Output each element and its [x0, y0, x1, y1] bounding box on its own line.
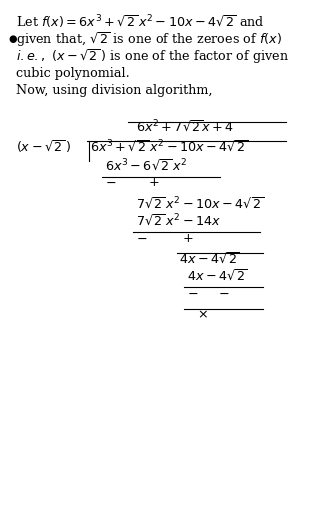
Text: Now, using division algorithm,: Now, using division algorithm,	[16, 84, 212, 97]
Text: given that, $\sqrt{2}$ is one of the zeroes of $f(x)$: given that, $\sqrt{2}$ is one of the zer…	[16, 30, 282, 49]
Text: $6x^3 - 6\sqrt{2}\,x^2$: $6x^3 - 6\sqrt{2}\,x^2$	[105, 158, 187, 174]
Text: $7\sqrt{2}\,x^2 - 10x - 4\sqrt{2}$: $7\sqrt{2}\,x^2 - 10x - 4\sqrt{2}$	[136, 196, 265, 211]
Text: $4x - 4\sqrt{2}$: $4x - 4\sqrt{2}$	[179, 252, 240, 267]
Text: $-$: $-$	[186, 287, 198, 300]
Text: $+$: $+$	[148, 176, 159, 189]
Text: $-$: $-$	[136, 231, 148, 245]
Text: $7\sqrt{2}\,x^2 - 14x$: $7\sqrt{2}\,x^2 - 14x$	[136, 214, 222, 229]
Text: $-$: $-$	[218, 287, 230, 300]
Text: $(x - \sqrt{2}\,)$: $(x - \sqrt{2}\,)$	[16, 139, 71, 155]
Text: $i.e.,$ $(x - \sqrt{2}\,)$ is one of the factor of given: $i.e.,$ $(x - \sqrt{2}\,)$ is one of the…	[16, 47, 289, 66]
Text: $4x - 4\sqrt{2}$: $4x - 4\sqrt{2}$	[186, 269, 247, 284]
Text: $6x^2 + 7\sqrt{2}x + 4$: $6x^2 + 7\sqrt{2}x + 4$	[136, 119, 234, 135]
Text: $6x^3 + \sqrt{2}\,x^2 - 10x - 4\sqrt{2}$: $6x^3 + \sqrt{2}\,x^2 - 10x - 4\sqrt{2}$	[90, 139, 248, 155]
Text: $\times$: $\times$	[197, 308, 208, 321]
Text: ●: ●	[8, 34, 17, 44]
Text: cubic polynomial.: cubic polynomial.	[16, 67, 129, 80]
Text: Let $f(x) = 6x^3 + \sqrt{2}\,x^2 - 10x - 4\sqrt{2}$ and: Let $f(x) = 6x^3 + \sqrt{2}\,x^2 - 10x -…	[16, 14, 264, 31]
Text: $+$: $+$	[182, 231, 194, 245]
Text: $-$: $-$	[105, 176, 116, 189]
